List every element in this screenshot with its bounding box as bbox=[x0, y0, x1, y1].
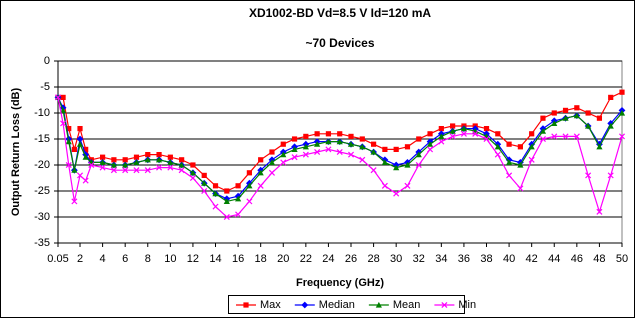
x-tick-label: 16 bbox=[232, 253, 244, 265]
x-axis-title: Frequency (GHz) bbox=[296, 277, 384, 289]
x-tick-label: 38 bbox=[480, 253, 492, 265]
x-tick-label: 32 bbox=[413, 253, 425, 265]
data-point bbox=[619, 90, 624, 95]
x-tick-label: 4 bbox=[100, 253, 106, 265]
x-tick-label: 2 bbox=[77, 253, 83, 265]
data-point bbox=[281, 142, 286, 147]
x-tick-label: 18 bbox=[255, 253, 267, 265]
data-point bbox=[303, 134, 308, 139]
chart: XD1002-BD Vd=8.5 V Id=120 mA ~70 Devices… bbox=[0, 0, 635, 318]
legend-label: Mean bbox=[393, 299, 421, 311]
y-tick-label: -20 bbox=[34, 159, 50, 171]
data-point bbox=[315, 131, 320, 136]
legend-marker bbox=[243, 302, 248, 307]
data-point bbox=[495, 131, 500, 136]
data-point bbox=[552, 110, 557, 115]
data-point bbox=[529, 131, 534, 136]
x-tick-label: 12 bbox=[187, 253, 199, 265]
legend-label: Min bbox=[458, 299, 476, 311]
x-tick-label: 8 bbox=[145, 253, 151, 265]
data-point bbox=[326, 131, 331, 136]
x-tick-label: 14 bbox=[209, 253, 221, 265]
data-point bbox=[574, 105, 579, 110]
y-tick-label: -5 bbox=[40, 81, 50, 93]
x-tick-label: 20 bbox=[277, 253, 289, 265]
data-point bbox=[382, 147, 387, 152]
data-point bbox=[427, 131, 432, 136]
y-tick-label: -10 bbox=[34, 107, 50, 119]
data-point bbox=[224, 188, 229, 193]
data-point bbox=[202, 173, 207, 178]
legend-label: Median bbox=[319, 299, 355, 311]
x-tick-label: 50 bbox=[616, 253, 628, 265]
y-tick-label: -25 bbox=[34, 185, 50, 197]
x-tick-label: 24 bbox=[322, 253, 334, 265]
data-point bbox=[247, 170, 252, 175]
data-point bbox=[190, 162, 195, 167]
data-point bbox=[608, 95, 613, 100]
y-tick-label: -30 bbox=[34, 211, 50, 223]
y-axis-title: Output Return Loss (dB) bbox=[10, 88, 22, 217]
chart-title: XD1002-BD Vd=8.5 V Id=120 mA bbox=[249, 6, 431, 20]
data-point bbox=[292, 136, 297, 141]
x-tick-label: 34 bbox=[435, 253, 447, 265]
x-tick-label: 10 bbox=[164, 253, 176, 265]
data-point bbox=[258, 157, 263, 162]
data-point bbox=[405, 144, 410, 149]
data-point bbox=[394, 147, 399, 152]
data-point bbox=[586, 110, 591, 115]
data-point bbox=[563, 108, 568, 113]
x-tick-label: 40 bbox=[503, 253, 515, 265]
x-tick-label: 22 bbox=[300, 253, 312, 265]
data-point bbox=[337, 131, 342, 136]
x-tick-label: 42 bbox=[526, 253, 538, 265]
data-point bbox=[348, 134, 353, 139]
x-tick-label: 44 bbox=[548, 253, 560, 265]
chart-subtitle: ~70 Devices bbox=[305, 36, 374, 50]
x-tick-label: 26 bbox=[345, 253, 357, 265]
x-tick-label: 28 bbox=[367, 253, 379, 265]
data-point bbox=[506, 142, 511, 147]
data-point bbox=[416, 136, 421, 141]
data-point bbox=[269, 149, 274, 154]
data-point bbox=[213, 183, 218, 188]
data-point bbox=[360, 136, 365, 141]
y-tick-label: -15 bbox=[34, 133, 50, 145]
legend-label: Max bbox=[260, 299, 281, 311]
data-point bbox=[518, 144, 523, 149]
x-tick-label: 0.05 bbox=[47, 253, 68, 265]
data-point bbox=[77, 126, 82, 131]
y-tick-label: -35 bbox=[34, 237, 50, 249]
x-tick-label: 46 bbox=[571, 253, 583, 265]
data-point bbox=[371, 142, 376, 147]
data-point bbox=[235, 183, 240, 188]
x-tick-label: 6 bbox=[122, 253, 128, 265]
x-tick-label: 30 bbox=[390, 253, 402, 265]
x-tick-label: 36 bbox=[458, 253, 470, 265]
y-tick-label: 0 bbox=[44, 55, 50, 67]
data-point bbox=[540, 116, 545, 121]
x-tick-label: 48 bbox=[593, 253, 605, 265]
data-point bbox=[72, 147, 77, 152]
data-point bbox=[597, 116, 602, 121]
